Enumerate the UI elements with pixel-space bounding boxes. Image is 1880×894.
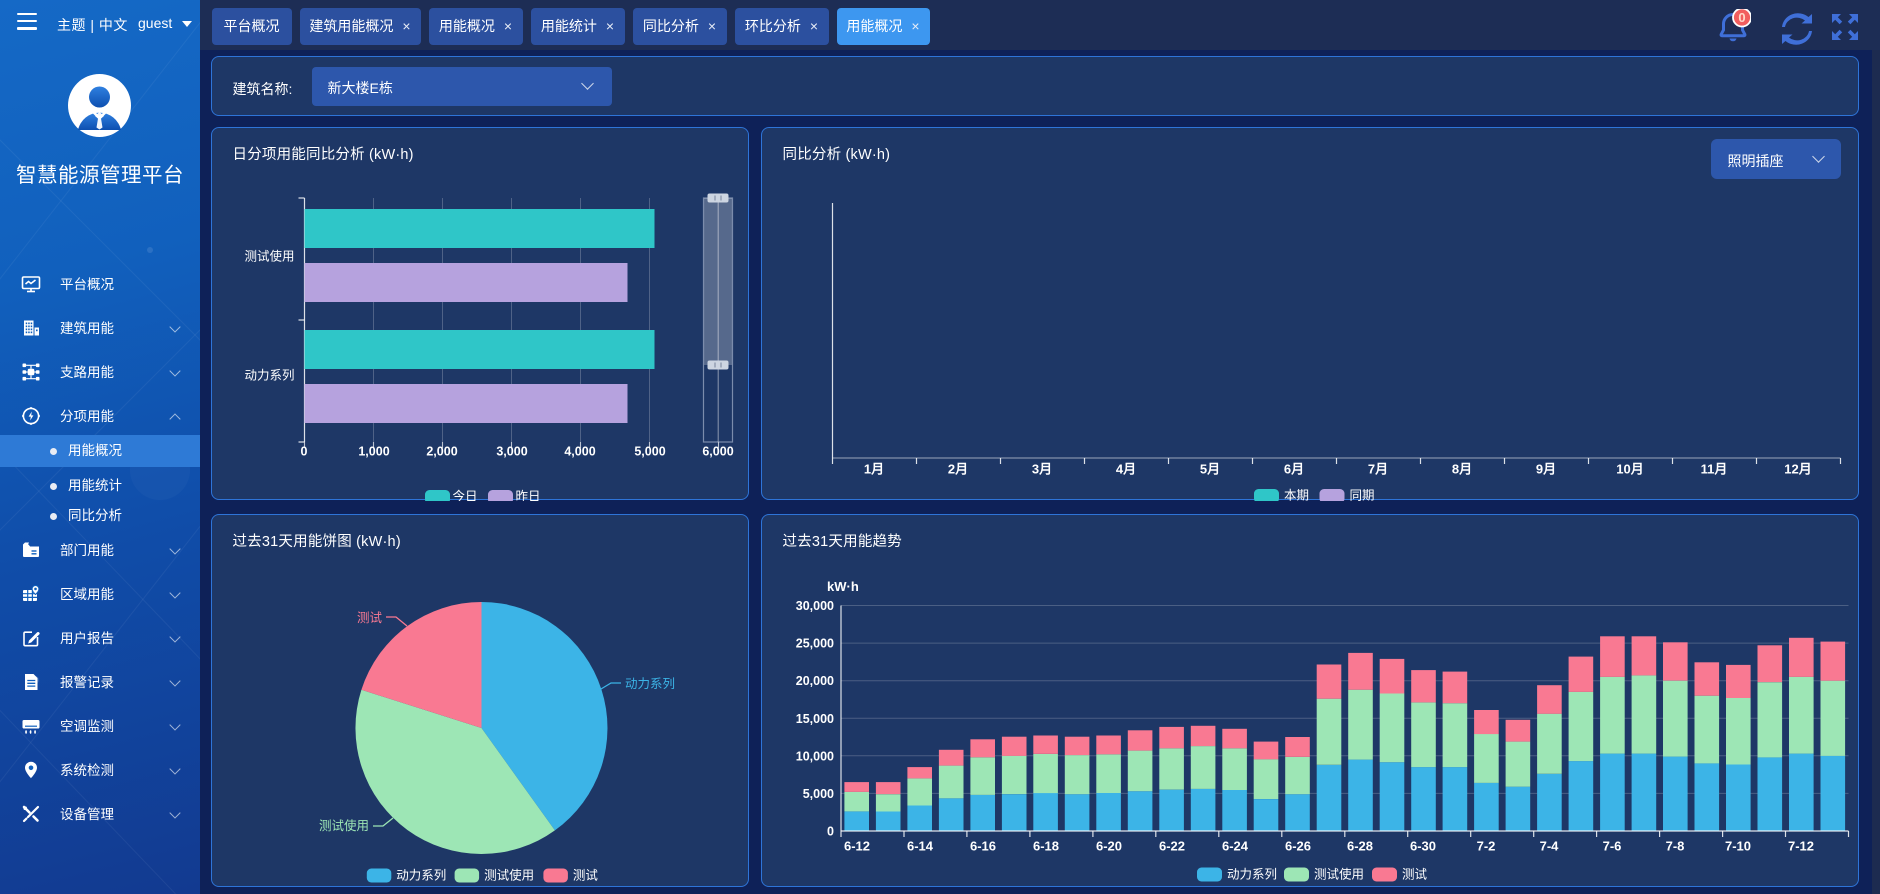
svg-text:本期: 本期 <box>1284 489 1309 502</box>
svg-text:6月: 6月 <box>1283 462 1303 477</box>
svg-text:6-18: 6-18 <box>1032 839 1058 854</box>
svg-text:15,000: 15,000 <box>795 712 833 726</box>
svg-text:7-8: 7-8 <box>1665 839 1684 854</box>
svg-text:测试使用: 测试使用 <box>1314 867 1364 882</box>
svg-text:今日: 今日 <box>452 489 477 502</box>
svg-text:动力系列: 动力系列 <box>625 677 675 691</box>
svg-text:0: 0 <box>300 445 307 459</box>
svg-text:7-12: 7-12 <box>1787 839 1813 854</box>
svg-text:6-12: 6-12 <box>843 839 869 854</box>
svg-text:0: 0 <box>827 825 834 839</box>
svg-text:10,000: 10,000 <box>795 749 833 763</box>
svg-text:6-28: 6-28 <box>1346 839 1372 854</box>
svg-text:6-30: 6-30 <box>1409 839 1435 854</box>
svg-text:测试使用: 测试使用 <box>484 868 534 883</box>
svg-text:1月: 1月 <box>863 462 883 477</box>
svg-text:6-16: 6-16 <box>969 839 995 854</box>
svg-text:30,000: 30,000 <box>795 599 833 613</box>
svg-text:3,000: 3,000 <box>496 445 527 459</box>
svg-text:6-14: 6-14 <box>906 839 933 854</box>
svg-text:2,000: 2,000 <box>426 445 457 459</box>
svg-text:11月: 11月 <box>1700 462 1727 477</box>
svg-text:测试: 测试 <box>356 610 382 625</box>
svg-text:测试使用: 测试使用 <box>318 818 368 833</box>
svg-text:5,000: 5,000 <box>634 445 665 459</box>
svg-text:9月: 9月 <box>1535 462 1555 477</box>
svg-text:6-26: 6-26 <box>1284 839 1310 854</box>
svg-text:测试: 测试 <box>572 868 598 883</box>
svg-text:昨日: 昨日 <box>515 490 540 502</box>
svg-text:2月: 2月 <box>947 462 967 477</box>
svg-text:测试使用: 测试使用 <box>244 249 294 264</box>
svg-text:kW·h: kW·h <box>827 579 859 594</box>
svg-text:6-22: 6-22 <box>1158 839 1184 854</box>
svg-text:3月: 3月 <box>1031 462 1051 477</box>
svg-text:0: 0 <box>1738 10 1745 25</box>
svg-text:7-4: 7-4 <box>1539 839 1559 854</box>
svg-text:6-20: 6-20 <box>1095 839 1121 854</box>
svg-text:7-6: 7-6 <box>1602 839 1621 854</box>
svg-text:25,000: 25,000 <box>795 637 833 651</box>
svg-text:7-10: 7-10 <box>1724 839 1750 854</box>
svg-text:20,000: 20,000 <box>795 674 833 688</box>
svg-text:同期: 同期 <box>1349 489 1374 502</box>
svg-text:5月: 5月 <box>1199 462 1219 477</box>
svg-text:10月: 10月 <box>1616 462 1643 477</box>
svg-text:8月: 8月 <box>1451 462 1471 477</box>
svg-text:6-24: 6-24 <box>1221 839 1248 854</box>
svg-text:7-2: 7-2 <box>1476 839 1495 854</box>
svg-text:4,000: 4,000 <box>564 445 595 459</box>
svg-text:5,000: 5,000 <box>802 787 833 801</box>
svg-text:6,000: 6,000 <box>702 445 733 459</box>
svg-text:动力系列: 动力系列 <box>396 869 446 883</box>
svg-text:12月: 12月 <box>1784 462 1811 477</box>
svg-text:1,000: 1,000 <box>358 445 389 459</box>
svg-text:4月: 4月 <box>1115 462 1135 477</box>
svg-text:测试: 测试 <box>1402 867 1428 882</box>
svg-text:7月: 7月 <box>1367 462 1387 477</box>
svg-text:动力系列: 动力系列 <box>244 369 294 383</box>
svg-text:动力系列: 动力系列 <box>1227 868 1277 882</box>
